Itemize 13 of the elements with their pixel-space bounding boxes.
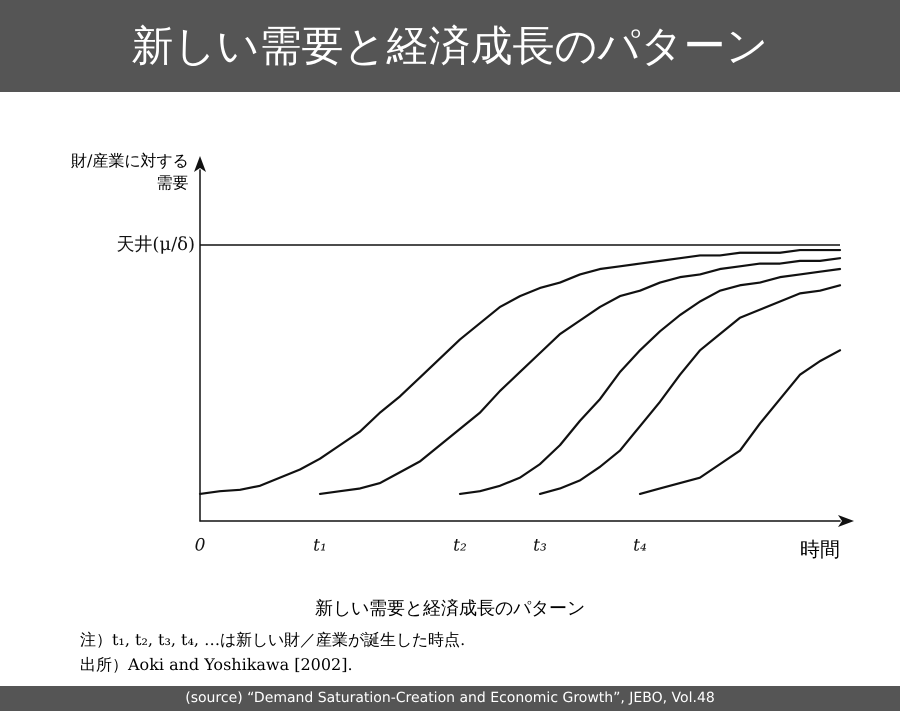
text: 新しい需要と経済成長のパターン bbox=[314, 597, 586, 620]
x-tick-label: t₁ bbox=[313, 536, 327, 556]
x-axis-title: 時間 bbox=[800, 536, 840, 563]
x-tick-label: t₂ bbox=[453, 536, 468, 556]
text: (source) “Demand Saturation-Creation and Economic Growth”, JEBO, Vol.48 bbox=[0, 686, 900, 711]
y-axis-title: 財/産業に対する需要 bbox=[70, 150, 188, 194]
chart-title: 新しい需要と経済成長のパターン bbox=[0, 0, 900, 92]
x-tick-label: t₄ bbox=[633, 536, 648, 556]
text: 出所）Aoki and Yoshikawa [2002]. bbox=[80, 655, 353, 676]
ref-line-label: 天井(μ/δ) bbox=[116, 234, 195, 256]
x-tick-label: 0 bbox=[194, 536, 206, 556]
text: 注）t₁, t₂, t₃, t₄, …は新しい財／産業が誕生した時点. bbox=[80, 630, 466, 651]
x-tick-label: t₃ bbox=[533, 536, 548, 556]
